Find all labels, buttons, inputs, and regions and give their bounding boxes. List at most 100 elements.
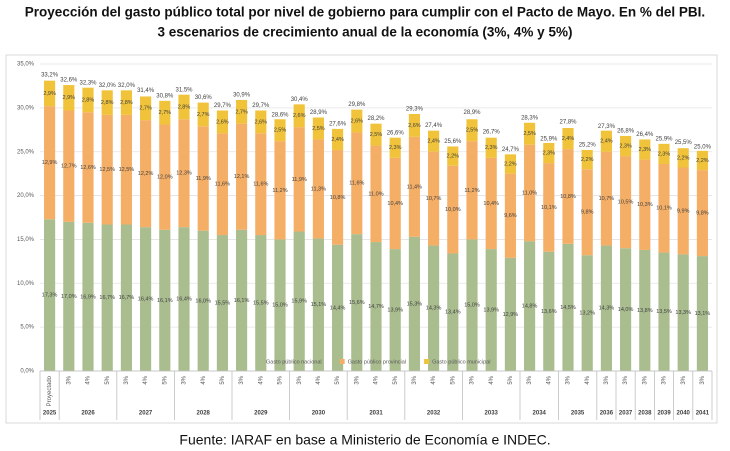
x-group-label: 2038 <box>638 411 652 417</box>
bar-segment <box>658 252 670 371</box>
segment-label: 14,0% <box>618 307 634 313</box>
x-tick-label: 5% <box>105 375 111 384</box>
legend-label: Gasto público provincial <box>348 359 406 365</box>
bar-segment <box>543 251 555 371</box>
y-tick-label: 0,0% <box>20 369 34 375</box>
bar-segment <box>504 173 516 258</box>
total-label: 30,8% <box>156 93 174 99</box>
segment-label: 10,7% <box>599 196 615 202</box>
segment-label: 15,1% <box>311 302 327 308</box>
bar-segment <box>293 231 305 371</box>
x-tick-label: 3% <box>470 375 476 384</box>
total-label: 29,3% <box>406 107 424 113</box>
segment-label: 2,3% <box>543 150 556 156</box>
segment-label: 11,6% <box>215 182 230 188</box>
legend-label: Gasto público nacional <box>266 359 322 365</box>
x-tick-label: 3% <box>297 375 303 384</box>
segment-label: 15,5% <box>253 300 269 306</box>
segment-label: 14,5% <box>560 305 576 311</box>
x-group-label: 2031 <box>369 411 383 417</box>
segment-label: 14,4% <box>330 305 346 311</box>
segment-label: 12,1% <box>234 174 250 180</box>
bar-segment <box>216 110 228 134</box>
x-tick-label: 3% <box>566 375 572 384</box>
segment-label: 11,0% <box>522 190 537 196</box>
x-tick-label: 3% <box>662 375 668 384</box>
x-tick-label: 4% <box>316 375 322 384</box>
segment-label: 2,3% <box>389 145 402 151</box>
total-label: 27,8% <box>559 120 577 126</box>
bar-segment <box>312 139 324 239</box>
x-tick-label: 4% <box>431 375 437 384</box>
bar-segment <box>82 222 94 371</box>
bar-segment <box>255 110 267 134</box>
segment-label: 15,9% <box>291 299 307 305</box>
segment-label: 2,4% <box>600 139 613 145</box>
total-label: 26,6% <box>387 130 405 136</box>
bar-segment <box>236 123 248 230</box>
segment-label: 10,4% <box>483 201 499 207</box>
segment-label: 13,2% <box>579 311 595 317</box>
segment-label: 15,0% <box>272 303 288 309</box>
legend-label: Gasto público municipal <box>432 359 490 365</box>
bar-segment <box>82 87 94 113</box>
bar-segment <box>466 141 478 240</box>
bar-segment <box>370 242 382 371</box>
bar-segment <box>101 90 113 115</box>
segment-label: 13,5% <box>656 309 672 315</box>
total-label: 32,0% <box>118 83 136 89</box>
segment-label: 10,0% <box>445 207 461 213</box>
segment-label: 11,6% <box>253 182 268 188</box>
segment-label: 2,2% <box>677 155 690 161</box>
segment-label: 10,8% <box>330 195 346 201</box>
segment-label: 2,5% <box>523 131 536 137</box>
segment-label: 2,2% <box>581 157 594 163</box>
bar-segment <box>197 230 209 371</box>
x-tick-label: 3% <box>354 375 360 384</box>
x-tick-label: 4% <box>258 375 264 384</box>
bar-segment <box>44 80 56 107</box>
bar-segment <box>639 159 651 250</box>
segment-label: 11,3% <box>311 186 326 192</box>
bar-segment <box>677 167 689 255</box>
bar-segment <box>581 169 593 256</box>
bar-segment <box>428 151 440 246</box>
bar-segment <box>485 249 497 371</box>
segment-label: 11,9% <box>292 177 307 183</box>
bar-segment <box>504 257 516 371</box>
bar-segment <box>274 239 286 371</box>
total-label: 26,4% <box>636 132 654 138</box>
total-label: 29,7% <box>252 103 270 109</box>
total-label: 25,2% <box>579 143 597 149</box>
y-tick-label: 15,0% <box>17 237 35 243</box>
x-tick-label: Proyectado <box>47 375 53 406</box>
segment-label: 12,5% <box>99 167 115 173</box>
bar-segment <box>178 119 190 228</box>
segment-label: 13,1% <box>695 311 711 317</box>
x-group-label: 2026 <box>81 411 95 417</box>
x-group-label: 2029 <box>254 411 268 417</box>
segment-label: 17,0% <box>61 294 77 300</box>
segment-label: 12,5% <box>119 167 135 173</box>
bar-segment <box>44 106 56 220</box>
bar-segment <box>312 117 324 140</box>
bar-segment <box>696 256 708 371</box>
segment-label: 2,2% <box>696 158 709 164</box>
segment-label: 2,4% <box>331 137 344 143</box>
x-tick-label: 3% <box>182 375 188 384</box>
x-group-label: 2041 <box>696 411 710 417</box>
segment-label: 2,6% <box>351 118 364 124</box>
bar-segment <box>255 133 267 236</box>
segment-label: 2,4% <box>562 136 575 142</box>
total-label: 25,0% <box>694 144 712 150</box>
total-label: 25,5% <box>675 140 693 146</box>
segment-label: 17,3% <box>42 293 58 299</box>
bar-segment <box>389 137 401 158</box>
total-label: 33,2% <box>41 72 59 78</box>
bar-segment <box>351 109 363 133</box>
segment-label: 12,9% <box>42 160 58 166</box>
x-tick-label: 4% <box>585 375 591 384</box>
x-tick-label: 3% <box>239 375 245 384</box>
bar-segment <box>216 133 228 236</box>
